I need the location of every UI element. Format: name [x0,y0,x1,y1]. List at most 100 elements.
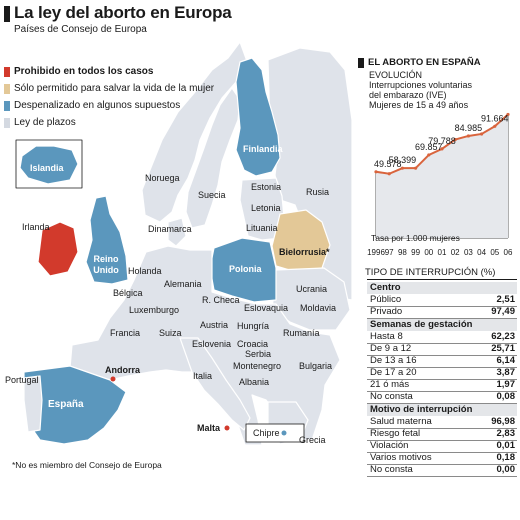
chart-point-06 [506,112,510,117]
country-label-polonia: Polonia [229,264,262,274]
chart-point-98 [400,166,404,170]
legend-swatch-prohibido [4,67,10,77]
table-row: Hasta 8 62,23 [367,331,517,344]
chart-data-label: 101.592 [477,110,510,111]
table-top-rule [367,279,517,280]
spain-section-title: EL ABORTO EN ESPAÑA [368,57,481,68]
country-label-espana: España [48,399,84,410]
chipre-box [245,423,305,443]
legend-swatch-vida [4,84,10,94]
chart-point-97 [387,172,391,176]
europe-map [15,41,353,446]
chart-point-05 [493,124,497,128]
country-label-moldavia: Moldavia [300,303,337,313]
region-iceland [19,145,79,185]
chart-data-label: 79.788 [428,136,456,146]
chart-tick-label: 03 [463,248,473,257]
country-label-belgica: Bélgica [113,288,143,298]
table-row: Riesgo fetal 2,83 [367,428,517,441]
chart-tick-label: 97 [384,248,394,257]
evolution-title: EVOLUCIÓN [369,70,423,80]
page-title: La ley del aborto en Europa [14,3,232,22]
chart-tick-label: 99 [411,248,421,257]
legend-label-plazos: Ley de plazos [14,117,76,128]
legend-swatch-supuestos [4,101,10,111]
country-label-austria: Austria [200,320,229,330]
map-footnote: *No es miembro del Consejo de Europa [12,460,162,470]
table-row-label: De 9 a 12 [370,343,412,354]
chipre-dot [281,430,287,436]
table-row-value: 96,98 [491,416,515,427]
table-row: De 9 a 12 25,71 [367,343,517,356]
country-label-andorra: Andorra [105,365,141,375]
country-label-finlandia: Finlandia [243,144,283,154]
legend-swatch-plazos [4,118,10,128]
table-row: Varios motivos 0,18 [367,452,517,465]
country-label-francia: Francia [110,328,141,338]
table-row-value: 0,01 [496,440,516,451]
country-label-estonia: Estonia [251,182,282,192]
title-marker [4,6,10,22]
country-label-croacia: Croacia [237,339,269,349]
page-subtitle: Países de Consejo de Europa [14,24,147,35]
table-section-heading: Semanas de gestación [367,319,517,331]
table-row: Violación 0,01 [367,440,517,453]
country-label-albania: Albania [239,377,270,387]
country-label-malta: Malta [197,423,221,433]
country-label-reino-unido: Reino Unido [93,254,119,275]
chart-point-04 [480,132,484,136]
region-sweden [185,87,241,229]
country-label-rcheca: R. Checa [202,295,240,305]
table-row-label: Hasta 8 [370,331,403,342]
evolution-subtitle-3: Mujeres de 15 a 49 años [369,100,469,110]
country-label-alemania: Alemania [164,279,202,289]
table-row-value: 6,14 [496,355,516,366]
country-label-portugal: Portugal [5,375,39,385]
table-row-label: Público [370,294,402,305]
table-row-value: 3,87 [496,367,516,378]
table-row-label: Varios motivos [370,452,432,463]
table-row-label: Privado [370,306,403,317]
chart-tick-label: 04 [477,248,487,257]
country-label-rumania: Rumanía [283,328,320,338]
table-row-value: 1,97 [496,379,516,390]
chart-tick-label: 02 [450,248,460,257]
chart-data-label: 91.664 [481,113,509,123]
chart-area-fill [376,114,508,238]
chart-data-label: 49.578 [374,159,402,169]
table-section-heading: Motivo de interrupción [367,404,517,416]
country-label-suecia: Suecia [198,190,226,200]
evolution-subtitle-2: del embarazo (IVE) [369,90,447,100]
country-label-irlanda: Irlanda [22,222,50,232]
country-label-bulgaria: Bulgaria [299,361,333,371]
chart-point-01 [440,147,444,151]
table-row-label: De 17 a 20 [370,367,417,378]
country-label-serbia: Serbia [245,349,272,359]
table-row-value: 62,23 [491,331,515,342]
country-label-ucrania: Ucrania [296,284,328,294]
region-baltics [239,177,285,241]
chart-data-label: 58.399 [389,155,417,165]
region-finland [235,57,281,177]
table-row-label: Riesgo fetal [370,428,421,439]
table-row: De 13 a 16 6,14 [367,355,517,368]
iceland-inset-box [15,139,83,189]
country-label-noruega: Noruega [145,173,180,183]
table-title: TIPO DE INTERRUPCIÓN (%) [365,267,496,278]
region-great-britain [85,195,129,285]
table-row-label: No consta [370,391,413,402]
andorra-dot [110,376,116,382]
country-label-letonia: Letonia [251,203,281,213]
table-row-value: 25,71 [491,343,515,354]
country-label-hungria: Hungría [237,321,270,331]
table-row-value: 2,83 [496,428,516,439]
table-row-label: 21 ó más [370,379,410,390]
table-row-label: De 13 a 16 [370,355,417,366]
country-label-bielorrusia: Bielorrusia* [279,247,330,257]
country-label-grecia: Grecia [299,435,326,445]
table-row-label: No consta [370,464,413,475]
legend-label-supuestos: Despenalizado en algunos supuestos [14,100,181,111]
table-section-heading: Centro [367,282,517,294]
chart-tick-label: 98 [397,248,407,257]
